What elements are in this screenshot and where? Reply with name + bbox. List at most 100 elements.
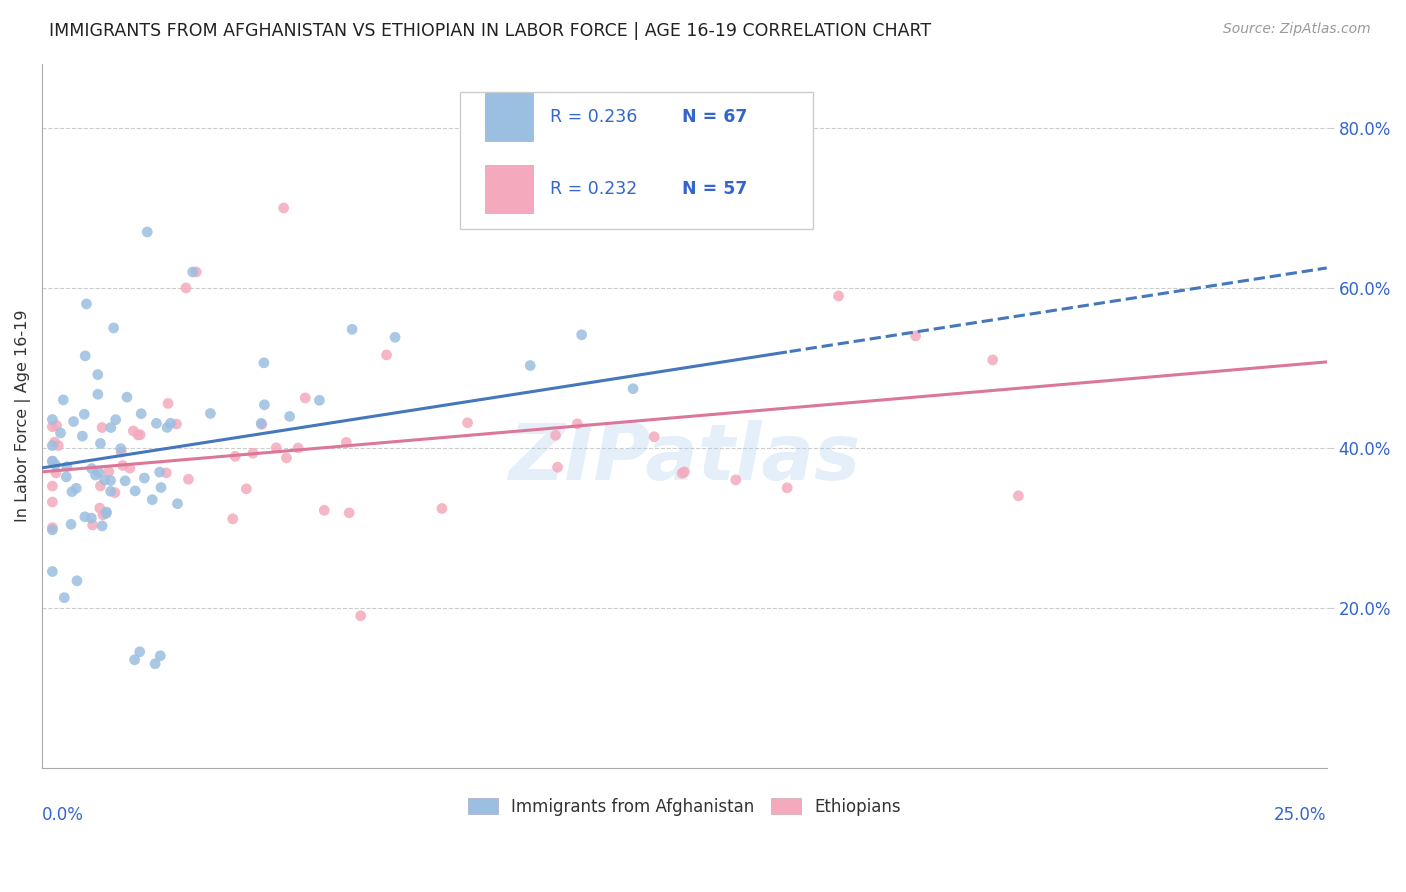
Point [87,387,110,401]
Point [273,201,295,215]
Point [253,398,276,412]
Point [278,409,301,424]
Text: N = 57: N = 57 [682,180,747,198]
Point [314,503,336,517]
Point [159,417,181,431]
Point [103,321,125,335]
Point [100,484,122,499]
Text: IMMIGRANTS FROM AFGHANISTAN VS ETHIOPIAN IN LABOR FORCE | AGE 16-19 CORRELATION : IMMIGRANTS FROM AFGHANISTAN VS ETHIOPIAN… [49,22,931,40]
Point [41,495,63,509]
Point [337,506,360,520]
Point [129,427,152,442]
Point [66,574,89,588]
Point [82,518,104,533]
Text: ZIPatlas: ZIPatlas [509,420,860,496]
Point [60,484,83,499]
Point [350,608,373,623]
Point [118,461,141,475]
Point [72,429,94,443]
Point [1007,489,1029,503]
Point [186,265,208,279]
Point [52,392,75,407]
Point [157,396,180,410]
Point [621,382,644,396]
Point [430,501,453,516]
Point [166,417,188,431]
Point [49,425,72,440]
Point [294,391,316,405]
Point [141,492,163,507]
Point [519,359,541,373]
Point [136,225,159,239]
Point [100,420,122,434]
Point [235,482,257,496]
Point [375,348,398,362]
Point [287,441,309,455]
Point [84,468,107,483]
Point [335,435,357,450]
Point [308,393,330,408]
Point [56,459,79,474]
Point [166,497,188,511]
Point [80,511,103,525]
Point [60,517,83,532]
Point [41,523,63,537]
Point [200,407,222,421]
Point [156,420,179,434]
Point [827,289,849,303]
Point [222,512,245,526]
Legend: Immigrants from Afghanistan, Ethiopians: Immigrants from Afghanistan, Ethiopians [461,791,908,822]
Point [114,474,136,488]
Y-axis label: In Labor Force | Age 16-19: In Labor Force | Age 16-19 [15,310,31,522]
Point [128,645,150,659]
Point [80,461,103,475]
Point [91,420,114,434]
Point [104,485,127,500]
Point [44,458,66,472]
Point [41,419,63,434]
Point [149,648,172,663]
Point [134,471,156,485]
Point [145,417,167,431]
Point [97,465,120,479]
Text: 0.0%: 0.0% [42,806,84,824]
Point [571,327,593,342]
Point [53,591,76,605]
Point [91,508,114,522]
Point [104,412,127,426]
Point [41,412,63,426]
Point [100,474,122,488]
Point [224,450,246,464]
Point [143,657,166,671]
FancyBboxPatch shape [485,165,533,213]
Point [91,519,114,533]
Point [55,470,77,484]
Point [41,454,63,468]
Point [264,441,287,455]
Point [89,501,111,516]
Point [73,407,96,421]
Point [544,428,567,442]
Point [250,417,273,431]
Point [89,436,111,450]
Point [87,368,110,382]
Point [181,265,204,279]
FancyBboxPatch shape [485,93,533,142]
Point [73,509,96,524]
Point [124,653,146,667]
Point [724,473,747,487]
Point [62,415,84,429]
Point [643,430,665,444]
Point [155,466,177,480]
Text: Source: ZipAtlas.com: Source: ZipAtlas.com [1223,22,1371,37]
Point [45,418,67,433]
Point [129,407,152,421]
Point [776,481,799,495]
Point [115,390,138,404]
Point [177,472,200,486]
Point [384,330,406,344]
Point [671,467,693,481]
Text: N = 67: N = 67 [682,108,747,126]
Point [547,460,569,475]
Point [250,417,273,432]
